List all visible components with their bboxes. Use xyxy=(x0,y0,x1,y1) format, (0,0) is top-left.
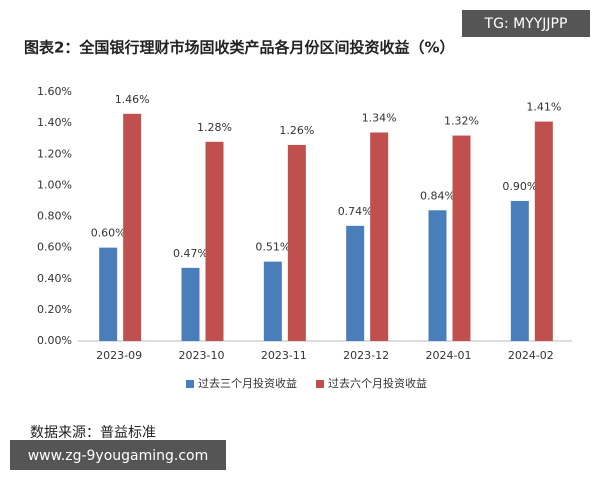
legend-swatch xyxy=(316,380,324,388)
bar xyxy=(370,132,389,341)
source: 数据来源：普益标准 xyxy=(30,425,156,441)
y-tick-label: 0.80% xyxy=(37,210,72,223)
x-tick-label: 2023-10 xyxy=(179,349,225,362)
x-tick-label: 2023-11 xyxy=(261,349,307,362)
y-tick-label: 0.00% xyxy=(37,334,72,347)
watermark-box xyxy=(462,10,590,37)
bar xyxy=(287,144,306,341)
watermark: TG: MYYJJPP xyxy=(484,16,568,32)
y-tick-label: 1.60% xyxy=(37,85,72,98)
bar xyxy=(346,225,365,341)
bar xyxy=(428,210,447,341)
data-label: 1.32% xyxy=(444,115,479,128)
bar xyxy=(205,141,224,341)
x-tick-label: 2024-02 xyxy=(508,349,554,362)
y-tick-label: 1.00% xyxy=(37,178,72,191)
legend-swatch xyxy=(186,380,194,388)
data-label: 0.90% xyxy=(502,180,537,193)
bar xyxy=(123,113,142,341)
y-tick-label: 1.20% xyxy=(37,147,72,160)
bar xyxy=(534,121,553,341)
y-tick-label: 0.40% xyxy=(37,272,72,285)
data-label: 0.60% xyxy=(91,227,126,240)
watermark: www.zg-9yougaming.com xyxy=(28,448,209,464)
data-label: 1.34% xyxy=(362,111,397,124)
chart-title: 图表2：全国银行理财市场固收类产品各月份区间投资收益（%） xyxy=(24,39,454,57)
data-label: 1.28% xyxy=(197,121,232,134)
legend-label: 过去六个月投资收益 xyxy=(328,376,427,390)
legend-label: 过去三个月投资收益 xyxy=(198,376,297,390)
data-label: 1.26% xyxy=(279,124,314,137)
x-tick-label: 2024-01 xyxy=(426,349,472,362)
bar xyxy=(99,247,118,341)
data-label: 0.51% xyxy=(255,241,290,254)
data-label: 1.46% xyxy=(115,93,150,106)
y-tick-label: 1.40% xyxy=(37,116,72,129)
y-tick-label: 0.20% xyxy=(37,303,72,316)
x-tick-label: 2023-09 xyxy=(96,349,142,362)
y-tick-label: 0.60% xyxy=(37,241,72,254)
watermark-box xyxy=(10,440,226,470)
data-label: 0.74% xyxy=(338,205,373,218)
bar xyxy=(510,200,529,341)
bar xyxy=(181,267,200,341)
data-label: 1.41% xyxy=(526,101,561,114)
bar xyxy=(263,261,282,341)
x-tick-label: 2023-12 xyxy=(343,349,389,362)
bar xyxy=(452,135,471,341)
data-label: 0.47% xyxy=(173,247,208,260)
data-label: 0.84% xyxy=(420,189,455,202)
